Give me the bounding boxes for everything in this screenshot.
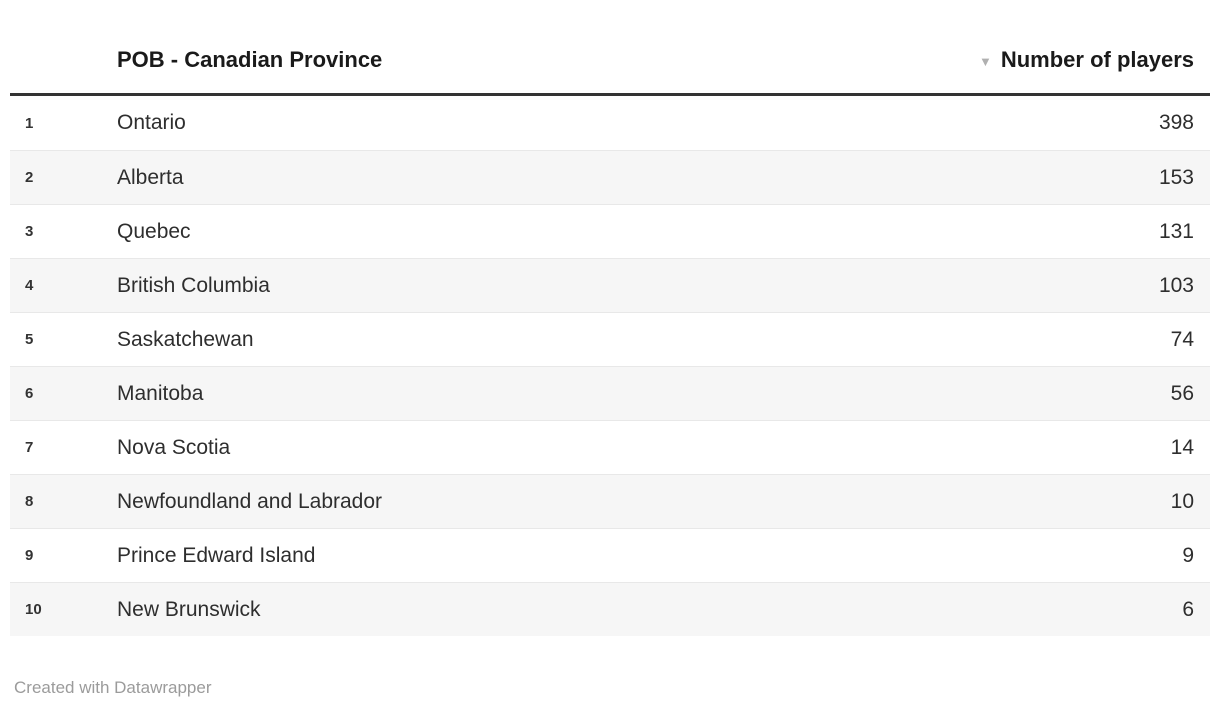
column-header-province[interactable]: POB - Canadian Province	[117, 47, 383, 72]
table-row: 10 New Brunswick 6	[10, 582, 1210, 636]
row-province: Manitoba	[117, 381, 204, 405]
row-province: Saskatchewan	[117, 327, 254, 351]
table-body: 1 Ontario 398 2 Alberta 153 3 Quebec 131…	[10, 96, 1210, 636]
table-row: 2 Alberta 153	[10, 150, 1210, 204]
row-rank: 6	[25, 385, 34, 402]
row-province: Ontario	[117, 111, 186, 134]
sort-desc-icon: ▼	[978, 53, 992, 69]
row-province: British Columbia	[117, 273, 270, 297]
row-players: 6	[1182, 597, 1194, 621]
table-row: 1 Ontario 398	[10, 96, 1210, 150]
table-header-row: POB - Canadian Province ▼ Number of play…	[10, 0, 1210, 96]
table-row: 7 Nova Scotia 14	[10, 420, 1210, 474]
table-row: 3 Quebec 131	[10, 204, 1210, 258]
row-players: 10	[1170, 489, 1194, 513]
table-row: 6 Manitoba 56	[10, 366, 1210, 420]
row-province: Prince Edward Island	[117, 543, 316, 567]
table-row: 8 Newfoundland and Labrador 10	[10, 474, 1210, 528]
row-players: 14	[1170, 435, 1194, 459]
row-province: Nova Scotia	[117, 435, 231, 459]
row-rank: 9	[25, 547, 34, 564]
table-row: 4 British Columbia 103	[10, 258, 1210, 312]
row-rank: 1	[25, 114, 34, 132]
row-province: Quebec	[117, 219, 191, 243]
column-header-players-label: Number of players	[1000, 47, 1194, 72]
row-players: 131	[1158, 219, 1194, 243]
column-header-players[interactable]: ▼ Number of players	[890, 45, 1210, 74]
row-players: 398	[1158, 111, 1194, 134]
row-province: Alberta	[117, 165, 184, 189]
row-rank: 2	[25, 169, 34, 186]
row-players: 103	[1158, 273, 1194, 297]
table-row: 5 Saskatchewan 74	[10, 312, 1210, 366]
row-players: 56	[1170, 381, 1194, 405]
row-rank: 10	[25, 601, 42, 618]
row-rank: 4	[25, 277, 34, 294]
footer: Created with Datawrapper	[14, 678, 1220, 698]
row-players: 74	[1170, 327, 1194, 351]
row-rank: 5	[25, 331, 34, 348]
row-province: Newfoundland and Labrador	[117, 489, 383, 513]
data-table: POB - Canadian Province ▼ Number of play…	[10, 0, 1210, 636]
row-rank: 7	[25, 439, 34, 456]
row-rank: 8	[25, 493, 34, 510]
table-row: 9 Prince Edward Island 9	[10, 528, 1210, 582]
row-players: 9	[1182, 543, 1194, 567]
row-rank: 3	[25, 223, 34, 240]
row-players: 153	[1158, 165, 1194, 189]
row-province: New Brunswick	[117, 597, 261, 621]
datawrapper-credit-link[interactable]: Created with Datawrapper	[14, 678, 212, 697]
